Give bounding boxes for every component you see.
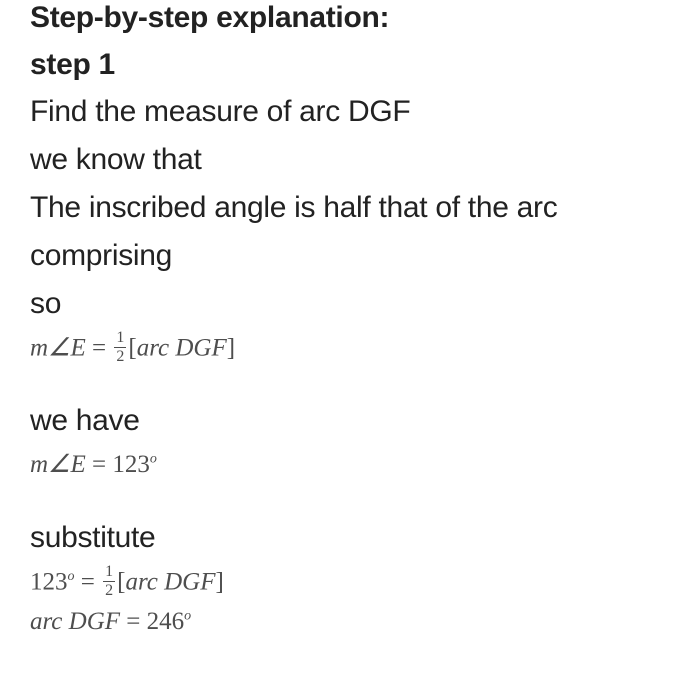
line-know: we know that xyxy=(30,136,649,184)
equals-icon: = xyxy=(86,334,113,361)
arc-dgf: arc DGF xyxy=(137,334,227,361)
fraction-half-2: 12 xyxy=(103,564,115,599)
eq4-lhs: arc DGF xyxy=(30,608,120,635)
equation-3: 123o = 12[arc DGF] xyxy=(30,564,649,599)
eq4-rhs: 246 xyxy=(147,608,185,635)
eq3-lhs: 123 xyxy=(30,569,68,596)
line-so: so xyxy=(30,280,649,328)
equation-2: m∠E = 123o xyxy=(30,447,649,482)
line-theorem: The inscribed angle is half that of the … xyxy=(30,184,649,280)
line-substitute: substitute xyxy=(30,514,649,562)
line-find: Find the measure of arc DGF xyxy=(30,88,649,136)
eq2-lhs: m∠E xyxy=(30,451,86,478)
eq1-lhs: m∠E xyxy=(30,334,86,361)
title: Step-by-step explanation: xyxy=(30,0,649,42)
equation-1: m∠E = 12[arc DGF] xyxy=(30,330,649,365)
line-have: we have xyxy=(30,397,649,445)
equation-4: arc DGF = 246o xyxy=(30,604,649,639)
step-label: step 1 xyxy=(30,42,649,89)
fraction-half: 12 xyxy=(114,330,126,365)
eq2-rhs: 123 xyxy=(112,451,150,478)
